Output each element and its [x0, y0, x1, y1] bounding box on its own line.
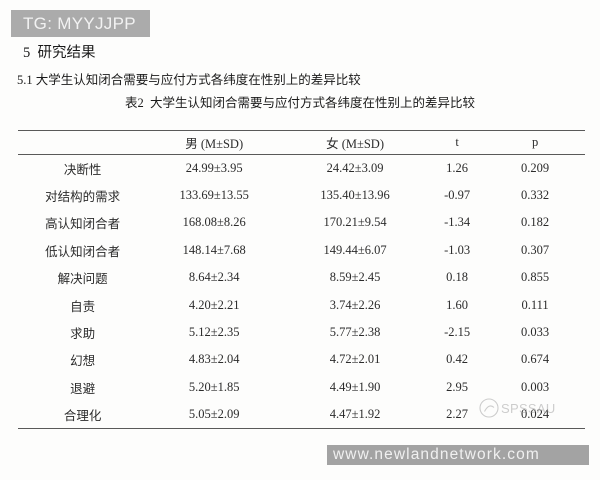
svg-text:SPSSAU: SPSSAU [501, 401, 556, 416]
